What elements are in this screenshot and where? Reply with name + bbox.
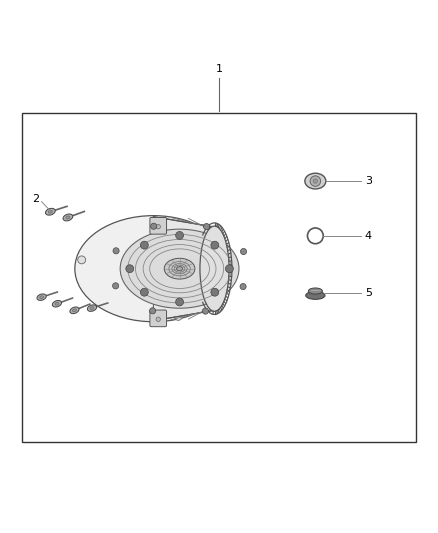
Text: 1: 1: [215, 64, 223, 74]
Ellipse shape: [308, 288, 322, 294]
Circle shape: [226, 265, 233, 273]
Ellipse shape: [87, 305, 97, 311]
Circle shape: [78, 256, 86, 264]
Ellipse shape: [66, 216, 70, 219]
Circle shape: [211, 241, 219, 249]
Circle shape: [310, 176, 321, 187]
Circle shape: [156, 224, 160, 229]
Circle shape: [240, 248, 247, 255]
Circle shape: [313, 179, 318, 183]
Text: 4: 4: [365, 231, 372, 241]
Ellipse shape: [48, 211, 53, 213]
Ellipse shape: [306, 292, 325, 300]
Ellipse shape: [52, 301, 62, 307]
Text: 5: 5: [365, 288, 372, 298]
Circle shape: [156, 317, 160, 321]
Circle shape: [151, 223, 157, 229]
Ellipse shape: [177, 266, 183, 271]
Circle shape: [240, 284, 246, 289]
Ellipse shape: [73, 309, 76, 312]
Ellipse shape: [155, 309, 161, 316]
Ellipse shape: [46, 208, 55, 215]
Circle shape: [113, 248, 119, 254]
Circle shape: [149, 308, 155, 314]
Circle shape: [212, 239, 220, 247]
Circle shape: [176, 231, 184, 239]
Ellipse shape: [305, 173, 326, 189]
Ellipse shape: [63, 214, 73, 221]
Ellipse shape: [40, 296, 43, 298]
Ellipse shape: [37, 294, 46, 301]
Ellipse shape: [164, 259, 195, 279]
Circle shape: [141, 288, 148, 296]
Ellipse shape: [75, 216, 232, 322]
Polygon shape: [153, 217, 215, 321]
Text: 3: 3: [365, 176, 372, 186]
Circle shape: [211, 288, 219, 296]
Circle shape: [176, 298, 184, 306]
Ellipse shape: [200, 226, 229, 311]
FancyBboxPatch shape: [150, 217, 166, 234]
Circle shape: [141, 241, 148, 249]
Ellipse shape: [70, 307, 79, 313]
Ellipse shape: [90, 306, 94, 310]
Text: 2: 2: [32, 193, 39, 204]
Circle shape: [113, 283, 119, 289]
Ellipse shape: [55, 302, 59, 305]
Circle shape: [204, 223, 210, 230]
Circle shape: [202, 308, 208, 314]
Ellipse shape: [120, 229, 239, 308]
Circle shape: [126, 265, 134, 273]
FancyBboxPatch shape: [150, 310, 166, 327]
FancyBboxPatch shape: [22, 113, 416, 442]
Circle shape: [174, 312, 182, 320]
